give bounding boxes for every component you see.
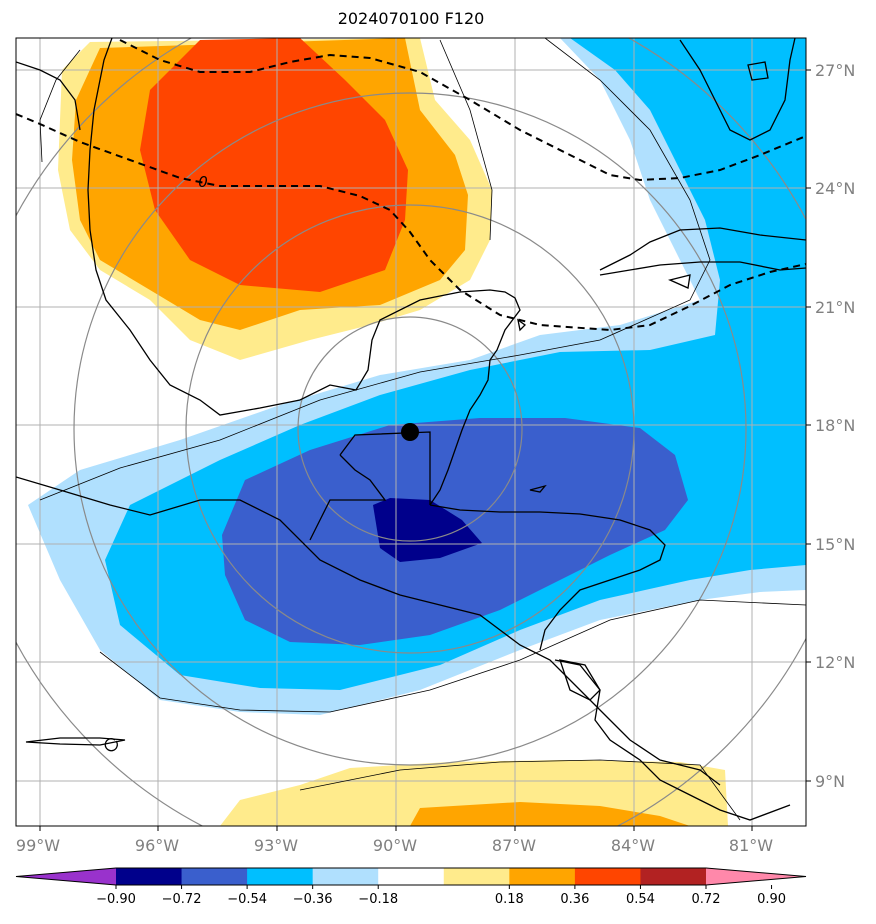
colorbar-segment xyxy=(312,868,379,885)
coastlines xyxy=(16,38,806,821)
colorbar-segment xyxy=(378,868,445,885)
lat-label: 18°N xyxy=(815,416,855,435)
lat-label: 12°N xyxy=(815,653,855,672)
colorbar-tick-label: 0.18 xyxy=(495,892,524,907)
lon-label: 93°W xyxy=(254,836,298,855)
lon-label: 81°W xyxy=(729,836,773,855)
colorbar-tick-label: 0.54 xyxy=(626,892,655,907)
colorbar-segment xyxy=(509,868,576,885)
lat-label: 24°N xyxy=(815,179,855,198)
shaded-field xyxy=(28,38,806,826)
range-rings xyxy=(16,38,806,826)
lat-label: 21°N xyxy=(815,298,855,317)
latitude-labels: 27°N 24°N 21°N 18°N 15°N 12°N 9°N xyxy=(815,61,855,791)
colorbar-segment xyxy=(443,868,510,885)
positive-anomaly-deep xyxy=(140,38,408,292)
lat-label: 27°N xyxy=(815,61,855,80)
lat-label: 9°N xyxy=(815,772,845,791)
colorbar-segment xyxy=(640,868,707,885)
colorbar-tick-label: −0.72 xyxy=(162,892,202,907)
colorbar-tick-label: 0.36 xyxy=(560,892,589,907)
lon-label: 99°W xyxy=(16,836,60,855)
colorbar-tick-label: −0.18 xyxy=(358,892,398,907)
lon-label: 96°W xyxy=(135,836,179,855)
thin-contours xyxy=(39,38,806,821)
colorbar-segment xyxy=(116,868,183,885)
colorbar-tick-label: −0.90 xyxy=(96,892,136,907)
lon-label: 87°W xyxy=(492,836,536,855)
lat-label: 15°N xyxy=(815,535,855,554)
colorbar-segment xyxy=(574,868,641,885)
colorbar-tick-label: −0.36 xyxy=(293,892,333,907)
colorbar-tick-label: 0.72 xyxy=(692,892,721,907)
axis-ticks xyxy=(39,69,811,831)
map-frame xyxy=(15,37,807,827)
colorbar-segment xyxy=(247,868,314,885)
storm-center-marker xyxy=(401,423,419,441)
positive-anomaly-south-mid xyxy=(410,802,690,826)
lon-label: 90°W xyxy=(373,836,417,855)
colorbar: −0.90 −0.72 −0.54 −0.36 −0.18 0.18 0.36 0.54 0.7… xyxy=(15,867,807,907)
colorbar-segments xyxy=(15,867,807,886)
map-title: 2024070100 F120 xyxy=(337,9,485,28)
negative-anomaly-deep xyxy=(373,498,482,562)
lon-label: 84°W xyxy=(611,836,655,855)
colorbar-tick-labels: −0.90 −0.72 −0.54 −0.36 −0.18 0.18 0.36 0.54 0.7… xyxy=(96,885,786,907)
colorbar-tick-label: 0.90 xyxy=(757,892,786,907)
longitude-labels: 99°W 96°W 93°W 90°W 87°W 84°W 81°W xyxy=(16,836,773,855)
contour-label: 0 xyxy=(198,173,208,191)
colorbar-extend-high xyxy=(706,868,806,885)
colorbar-segment xyxy=(181,868,248,885)
colorbar-extend-low xyxy=(16,868,116,885)
map-area: 0 xyxy=(16,38,806,826)
colorbar-tick-label: −0.54 xyxy=(227,892,267,907)
dashed-contours xyxy=(16,39,806,332)
